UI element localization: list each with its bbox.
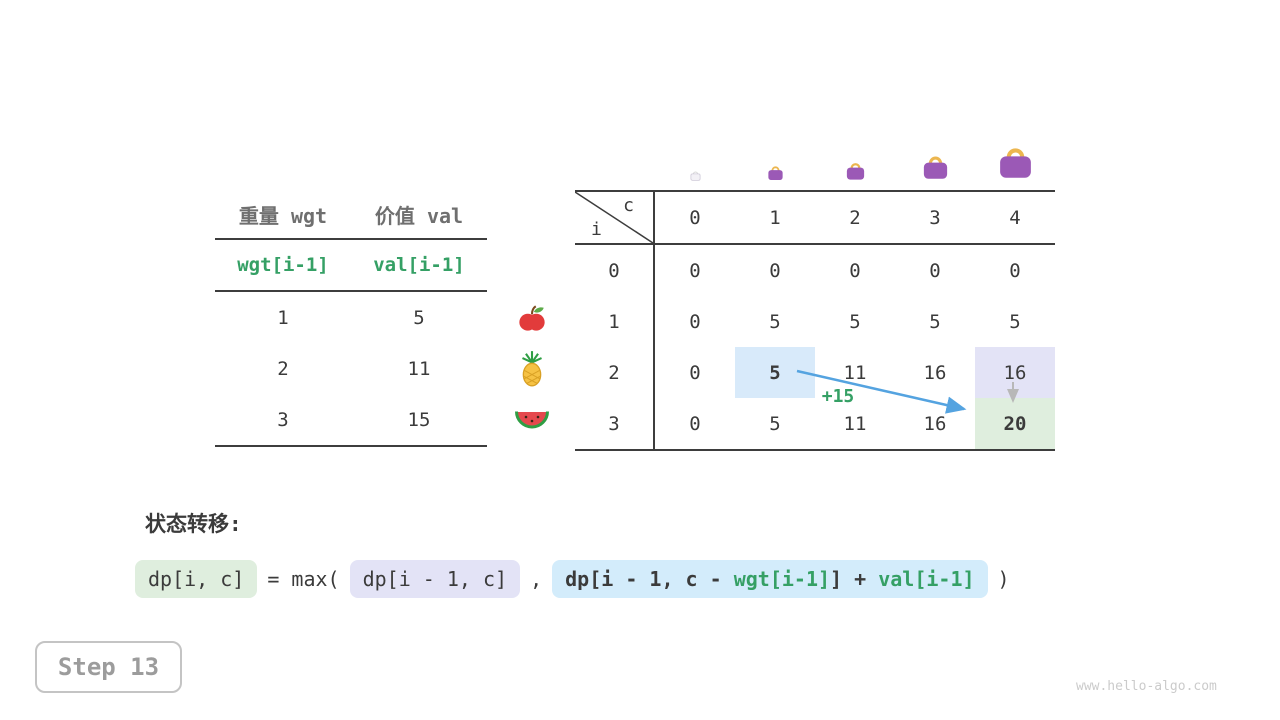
formula-comma: , xyxy=(530,567,543,591)
dp-col-header: 4 xyxy=(1009,206,1021,229)
dp-cell: 0 xyxy=(849,259,861,282)
item-wgt: 3 xyxy=(277,408,289,431)
formula-lhs: dp[i, c] xyxy=(135,560,258,598)
dp-cell: 5 xyxy=(849,310,861,333)
bag-icon-1 xyxy=(735,163,815,184)
dp-col-header: 0 xyxy=(689,206,701,229)
dp-cell: 16 xyxy=(923,412,947,435)
items-formula-wgt: wgt[i-1] xyxy=(237,254,329,276)
item-wgt: 2 xyxy=(277,357,289,380)
dp-row-0: 0 0 0 0 0 0 xyxy=(575,245,1055,296)
dp-cell: 5 xyxy=(769,310,781,333)
dp-cell: 5 xyxy=(929,310,941,333)
dp-cell: 5 xyxy=(1009,310,1021,333)
formula-term-take: dp[i - 1, c - wgt[i-1]] + val[i-1] xyxy=(552,560,988,598)
bag-icon-2 xyxy=(815,159,895,184)
formula-term-take-part1: dp[i - 1, c - xyxy=(565,567,734,591)
items-col-header-wgt: 重量 wgt xyxy=(238,203,328,228)
dp-row-axis-label: i xyxy=(591,219,602,240)
items-row-2: 2 11 xyxy=(215,343,487,394)
dp-table: c i 0 1 2 3 4 0 0 0 0 0 0 1 0 5 5 5 5 2 … xyxy=(575,190,1055,451)
dp-corner-cell: c i xyxy=(575,192,655,243)
items-table-header-row: 重量 wgt 价值 val xyxy=(215,190,487,240)
dp-row-header: 0 xyxy=(575,245,655,296)
formula-operator: = max( xyxy=(267,567,340,591)
dp-cell: 0 xyxy=(929,259,941,282)
dp-cell: 0 xyxy=(769,259,781,282)
items-col-header-val: 价值 val xyxy=(374,203,464,228)
dp-cell: 0 xyxy=(689,310,701,333)
bag-icon-3 xyxy=(895,151,975,184)
formula-term-take-part2: ] + xyxy=(830,567,879,591)
item-val: 5 xyxy=(413,306,425,329)
item-val: 15 xyxy=(407,408,431,431)
state-transition-formula: dp[i, c] = max( dp[i - 1, c] , dp[i - 1,… xyxy=(135,560,1010,598)
dp-cell-highlight-source: 5 xyxy=(735,347,815,398)
formula-close-paren: ) xyxy=(997,567,1010,591)
items-formula-val: val[i-1] xyxy=(373,254,465,276)
dp-col-header: 2 xyxy=(849,206,861,229)
watermelon-icon xyxy=(514,394,550,445)
arrow-value-annotation: +15 xyxy=(821,386,855,407)
items-row-1: 1 5 xyxy=(215,292,487,343)
apple-icon xyxy=(514,292,550,343)
step-badge: Step 13 xyxy=(35,641,182,693)
dp-row-3: 3 0 5 11 16 20 xyxy=(575,398,1055,449)
corner-diagonal-line xyxy=(575,192,653,243)
dp-cell: 0 xyxy=(689,361,701,384)
formula-term-keep: dp[i - 1, c] xyxy=(349,560,521,598)
dp-cell-highlight-prev: 16 xyxy=(975,347,1055,398)
dp-cell-highlight-result: 20 xyxy=(975,398,1055,449)
dp-cell: 0 xyxy=(689,412,701,435)
bag-icon-0 xyxy=(655,169,735,184)
fruit-column xyxy=(514,292,550,445)
items-table: 重量 wgt 价值 val wgt[i-1] val[i-1] 1 5 2 11… xyxy=(215,190,487,447)
dp-col-axis-label: c xyxy=(623,195,634,216)
dp-row-header: 2 xyxy=(575,347,655,398)
dp-cell: 16 xyxy=(923,361,947,384)
dp-col-header: 1 xyxy=(769,206,781,229)
items-row-3: 3 15 xyxy=(215,394,487,445)
dp-cell: 0 xyxy=(689,259,701,282)
formula-section-label: 状态转移: xyxy=(145,512,242,536)
watermark: www.hello-algo.com xyxy=(1076,679,1217,694)
dp-row-1: 1 0 5 5 5 5 xyxy=(575,296,1055,347)
formula-wgt-ref: wgt[i-1] xyxy=(733,567,831,591)
dp-cell: 0 xyxy=(1009,259,1021,282)
dp-row-header: 3 xyxy=(575,398,655,449)
dp-cell: 11 xyxy=(843,412,867,435)
dp-header-row: c i 0 1 2 3 4 xyxy=(575,192,1055,245)
bag-icon-4 xyxy=(975,141,1055,184)
dp-row-header: 1 xyxy=(575,296,655,347)
capacity-bags-row xyxy=(575,118,1055,184)
item-val: 11 xyxy=(407,357,431,380)
dp-col-header: 3 xyxy=(929,206,941,229)
item-wgt: 1 xyxy=(277,306,289,329)
dp-cell: 5 xyxy=(769,412,781,435)
items-formula-row: wgt[i-1] val[i-1] xyxy=(215,240,487,292)
formula-val-ref: val[i-1] xyxy=(878,567,975,591)
pineapple-icon xyxy=(514,343,550,394)
